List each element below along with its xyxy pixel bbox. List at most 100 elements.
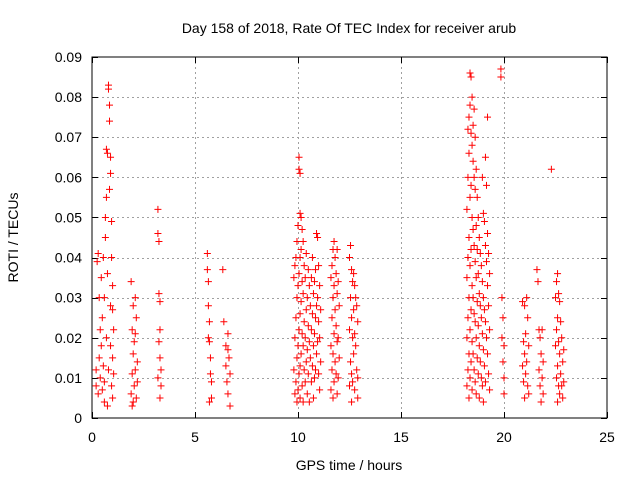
data-point xyxy=(297,350,305,358)
data-point xyxy=(497,65,505,73)
y-tick-label: 0.02 xyxy=(55,330,82,346)
data-point xyxy=(101,234,109,241)
data-point xyxy=(101,213,109,221)
data-point xyxy=(317,306,325,314)
data-point xyxy=(127,278,135,286)
data-point xyxy=(557,370,565,378)
data-point xyxy=(467,246,475,254)
data-point xyxy=(303,390,311,398)
data-point xyxy=(220,318,228,326)
data-point xyxy=(293,294,301,302)
data-point xyxy=(348,314,356,322)
data-point xyxy=(479,346,487,354)
data-point xyxy=(482,334,490,342)
data-point xyxy=(560,378,568,386)
data-point xyxy=(352,342,360,350)
data-point xyxy=(481,318,489,326)
data-point xyxy=(299,238,307,246)
data-point xyxy=(473,193,481,201)
data-point xyxy=(472,334,480,342)
data-point xyxy=(472,390,480,398)
x-axis-label: GPS time / hours xyxy=(296,457,403,473)
data-point xyxy=(129,398,137,406)
data-point xyxy=(303,294,311,302)
data-point xyxy=(347,358,355,366)
data-point xyxy=(467,306,475,314)
data-point xyxy=(484,350,492,358)
data-point xyxy=(477,314,485,322)
data-point xyxy=(157,366,165,374)
data-point xyxy=(464,125,472,133)
data-point xyxy=(525,390,533,398)
data-point xyxy=(107,302,115,310)
data-point xyxy=(537,350,545,358)
data-point xyxy=(296,310,304,318)
data-point xyxy=(226,402,234,410)
data-point xyxy=(473,354,481,362)
data-point xyxy=(466,326,474,334)
data-point xyxy=(554,362,562,370)
data-point xyxy=(349,378,357,386)
data-point xyxy=(473,246,481,254)
data-point xyxy=(478,382,486,390)
data-point xyxy=(226,370,234,378)
data-point xyxy=(132,314,140,322)
data-point xyxy=(302,358,310,366)
data-point xyxy=(468,213,476,221)
data-point xyxy=(521,350,529,358)
data-point xyxy=(131,366,139,374)
data-point xyxy=(349,334,357,342)
data-point xyxy=(556,390,564,398)
data-point xyxy=(127,390,135,398)
data-point xyxy=(132,394,140,402)
data-point xyxy=(497,73,505,81)
data-point xyxy=(204,278,212,286)
data-point xyxy=(474,322,482,330)
data-point xyxy=(522,370,530,378)
data-point xyxy=(296,254,304,262)
data-point xyxy=(331,358,339,366)
data-point xyxy=(559,394,567,402)
data-point xyxy=(553,326,561,334)
data-point xyxy=(203,266,211,274)
data-point xyxy=(464,173,472,181)
data-point xyxy=(471,185,479,193)
data-point xyxy=(291,390,299,398)
data-point xyxy=(346,382,353,390)
data-point xyxy=(520,338,528,346)
data-point xyxy=(205,398,213,406)
data-point xyxy=(465,149,473,157)
y-tick-label: 0.03 xyxy=(55,290,82,306)
data-point xyxy=(522,330,530,338)
data-point xyxy=(205,318,213,326)
data-point xyxy=(100,398,108,406)
y-tick-label: 0 xyxy=(74,410,82,426)
data-point xyxy=(463,382,471,390)
data-point xyxy=(97,274,105,282)
data-point xyxy=(295,370,303,378)
data-point xyxy=(473,298,481,306)
data-point xyxy=(309,342,317,350)
data-point xyxy=(294,221,302,229)
data-point xyxy=(296,169,304,177)
data-point xyxy=(297,213,305,221)
data-point xyxy=(467,358,475,366)
y-tick-label: 0.05 xyxy=(55,209,82,225)
data-point xyxy=(351,330,359,338)
data-point xyxy=(499,358,507,366)
data-point xyxy=(500,342,508,350)
data-point xyxy=(302,250,310,258)
data-point xyxy=(552,294,559,302)
data-point xyxy=(335,302,343,310)
data-point xyxy=(465,113,473,121)
data-point xyxy=(519,298,527,306)
data-point xyxy=(306,354,314,362)
data-point xyxy=(354,394,362,402)
data-point xyxy=(293,238,301,246)
data-point xyxy=(203,250,211,258)
data-point xyxy=(316,282,324,290)
data-point xyxy=(468,386,476,394)
data-point xyxy=(108,382,116,390)
data-point xyxy=(305,398,313,406)
data-point xyxy=(474,370,482,378)
